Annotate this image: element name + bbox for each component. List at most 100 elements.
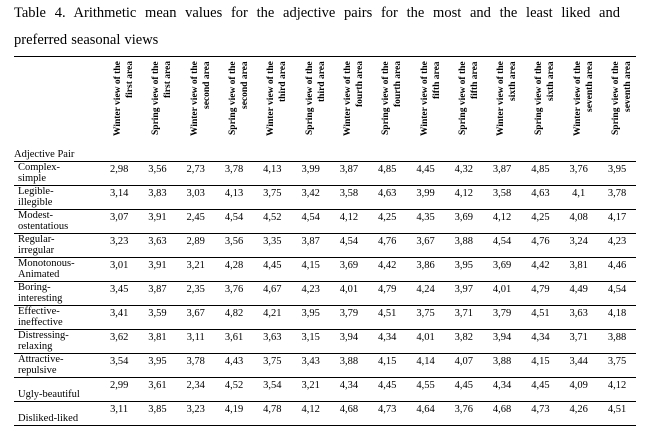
table-cell: 4,85 [368, 161, 407, 186]
table-cell: 4,68 [482, 401, 522, 426]
table-cell: 3,79 [482, 305, 522, 330]
table-cell: 3,75 [253, 353, 292, 378]
table-cell: 3,78 [176, 353, 215, 378]
table-cell: 4,32 [444, 161, 483, 186]
table-cell: 4,24 [406, 281, 445, 306]
table-cell: 3,23 [176, 401, 215, 426]
label-line: simple [18, 173, 46, 184]
table-cell: 4,85 [521, 161, 560, 186]
label-line: Animated [18, 269, 60, 280]
table-cell: 3,67 [406, 233, 445, 258]
adjective-pair-label: Effective-ineffective [14, 305, 100, 330]
table-row: Complex-simple 2,98 3,56 2,73 3,78 4,13 3,99 3,… [14, 161, 637, 186]
column-header-line: third area [278, 61, 289, 102]
column-header: Spring view of the sixth area [521, 56, 560, 162]
adjective-pair-label: Monotonous- Animated [14, 257, 100, 282]
table-cell: 4,12 [482, 209, 522, 234]
table-cell: 3,42 [291, 185, 330, 210]
table-cell: 3,54 [100, 353, 139, 378]
table-cell: 3,75 [597, 353, 637, 378]
adjective-pair-label: Modest-ostentatious [14, 209, 100, 234]
caption-line-1: Table 4. Arithmetic mean values for the … [14, 5, 620, 21]
table-cell: 4,45 [521, 377, 560, 402]
table-cell: 4,45 [406, 161, 445, 186]
table-cell: 4,79 [368, 281, 407, 306]
table-cell: 3,88 [444, 233, 483, 258]
column-header: Winter view of the sixth area [482, 56, 522, 162]
table-cell: 3,95 [291, 305, 330, 330]
table-caption: Table 4. Arithmetic mean values for the … [14, 0, 620, 54]
table-cell: 3,81 [138, 329, 177, 354]
table-cell: 3,88 [597, 329, 637, 354]
table-cell: 4,25 [521, 209, 560, 234]
table-row: Ugly-beautiful 2,99 3,61 2,34 4,52 3,54 3,21 4,… [14, 377, 637, 402]
table-cell: 3,63 [253, 329, 292, 354]
column-header: Winter view of the seventh area [559, 56, 598, 162]
table-cell: 4,46 [597, 257, 637, 282]
table-cell: 4,13 [253, 161, 292, 186]
table-cell: 3,75 [406, 305, 445, 330]
table-cell: 4,23 [597, 233, 637, 258]
table-body: Complex-simple 2,98 3,56 2,73 3,78 4,13 3,99 3,… [14, 161, 637, 426]
table-cell: 3,41 [100, 305, 139, 330]
label-line: repulsive [18, 365, 57, 376]
table-cell: 4,52 [253, 209, 292, 234]
table-cell: 3,35 [253, 233, 292, 258]
label-line [18, 402, 100, 413]
table-cell: 4,34 [482, 377, 522, 402]
table-cell: 4,12 [597, 377, 637, 402]
label-line: Distressing- [18, 330, 69, 341]
column-header-line: second area [240, 61, 251, 109]
table-cell: 4,08 [559, 209, 598, 234]
table-cell: 4,73 [368, 401, 407, 426]
table-row: Regular-irregular 3,23 3,63 2,89 3,56 3,35 3,8… [14, 233, 637, 258]
column-header-line: Spring view of the [151, 61, 162, 135]
table-cell: 4,1 [559, 185, 598, 210]
adjective-pair-label: Boring-interesting [14, 281, 100, 306]
table-cell: 3,21 [176, 257, 215, 282]
table-cell: 4,25 [368, 209, 407, 234]
table-cell: 4,54 [291, 209, 330, 234]
column-header-line: Winter view of the [342, 61, 353, 136]
label-line: Regular- [18, 234, 55, 245]
table-row: Disliked-liked 3,11 3,85 3,23 4,19 4,78 4,12 4,… [14, 401, 637, 426]
table-cell: 4,21 [253, 305, 292, 330]
table-cell: 3,87 [329, 161, 369, 186]
column-header-line: seventh area [584, 61, 595, 112]
label-line: relaxing [18, 341, 53, 352]
table-cell: 3,71 [559, 329, 598, 354]
column-header-line: Spring view of the [381, 61, 392, 135]
adjective-pair-label: Attractive-repulsive [14, 353, 100, 378]
table-cell: 4,51 [597, 401, 637, 426]
table-cell: 3,94 [482, 329, 522, 354]
table-cell: 4,23 [291, 281, 330, 306]
table-row: Legible-illegible 3,14 3,83 3,03 4,13 3,75 3,4… [14, 185, 637, 210]
table-cell: 3,82 [444, 329, 483, 354]
table-cell: 3,81 [559, 257, 598, 282]
table-cell: 3,59 [138, 305, 177, 330]
table-cell: 2,73 [176, 161, 215, 186]
table-cell: 3,91 [138, 257, 177, 282]
column-header: Spring view of the fifth area [444, 56, 483, 162]
table-cell: 4,49 [559, 281, 598, 306]
table-cell: 3,86 [406, 257, 445, 282]
label-line [18, 378, 100, 389]
table-cell: 2,45 [176, 209, 215, 234]
column-header-line: fifth area [431, 61, 442, 99]
table-cell: 3,14 [100, 185, 139, 210]
table-cell: 3,44 [559, 353, 598, 378]
label-line: interesting [18, 293, 63, 304]
table-cell: 4,55 [406, 377, 445, 402]
table-cell: 2,34 [176, 377, 215, 402]
label-line: ineffective [18, 317, 63, 328]
caption-line-2: preferred seasonal views [14, 32, 159, 48]
table-cell: 4,18 [597, 305, 637, 330]
table-cell: 4,01 [406, 329, 445, 354]
table-cell: 3,07 [100, 209, 139, 234]
table-row: Modest-ostentatious 3,07 3,91 2,45 4,54 4,52 4… [14, 209, 637, 234]
table-cell: 4,01 [482, 281, 522, 306]
column-header-line: Winter view of the [496, 61, 507, 136]
column-header-line: fourth area [354, 61, 365, 107]
table-cell: 4,17 [597, 209, 637, 234]
table-cell: 3,79 [329, 305, 369, 330]
